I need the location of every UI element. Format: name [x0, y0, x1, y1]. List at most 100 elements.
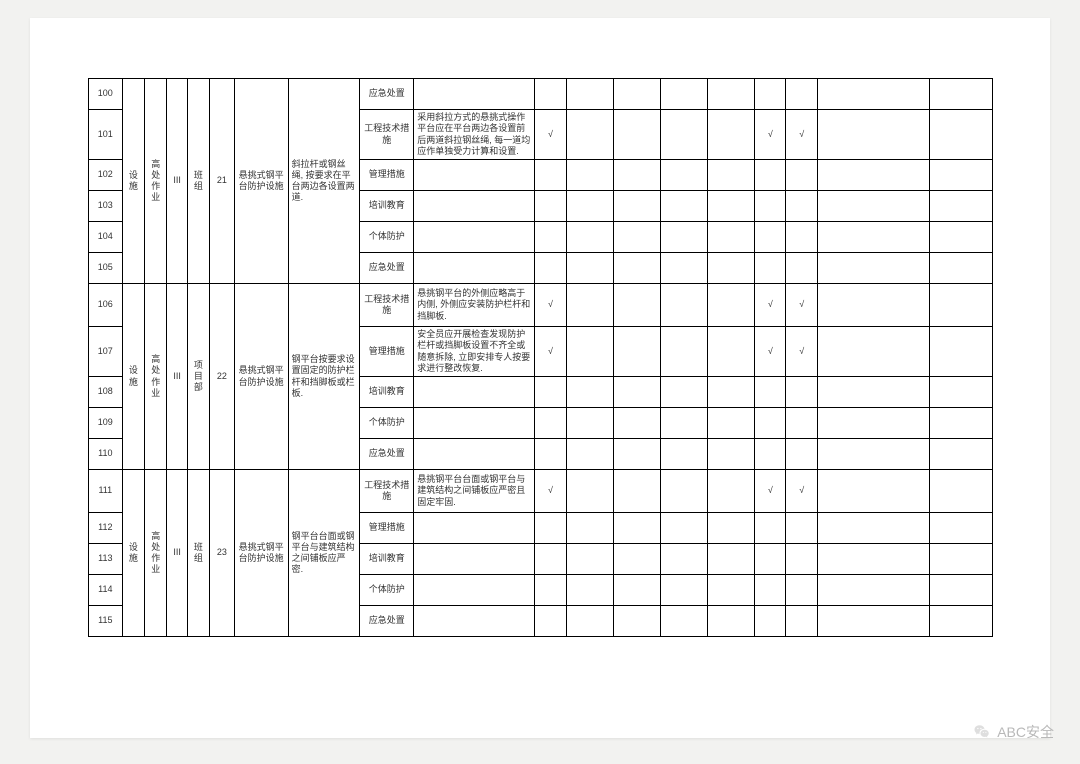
row-id: 101 — [89, 110, 123, 160]
cell — [930, 253, 993, 284]
cell — [660, 575, 707, 606]
chk — [755, 191, 786, 222]
wechat-icon — [973, 723, 991, 741]
chk — [535, 513, 566, 544]
cell — [613, 470, 660, 513]
cell — [930, 377, 993, 408]
measure-type: 个体防护 — [360, 222, 414, 253]
measure-type: 应急处置 — [360, 79, 414, 110]
cell — [660, 284, 707, 327]
chk — [535, 191, 566, 222]
measure-type: 培训教育 — [360, 377, 414, 408]
cell — [613, 439, 660, 470]
measure-desc: 安全员应开展检查发现防护栏杆或挡脚板设置不齐全或随意拆除, 立即安排专人按要求进… — [414, 327, 535, 377]
work: 高处作业 — [145, 470, 167, 637]
cell — [566, 408, 613, 439]
cell — [817, 191, 929, 222]
cell — [817, 222, 929, 253]
chk — [535, 79, 566, 110]
row-id: 113 — [89, 544, 123, 575]
cell — [660, 470, 707, 513]
cell — [708, 377, 755, 408]
cell — [930, 110, 993, 160]
table-row: 100 设施 高处作业 III 班组 21 悬挑式钢平台防护设施 斜拉杆或钢丝绳… — [89, 79, 993, 110]
cell — [930, 222, 993, 253]
chk — [535, 606, 566, 637]
measure-desc — [414, 253, 535, 284]
row-id: 107 — [89, 327, 123, 377]
cell — [817, 408, 929, 439]
cell — [613, 79, 660, 110]
cell — [613, 284, 660, 327]
cell — [566, 253, 613, 284]
cell — [817, 253, 929, 284]
measure-desc — [414, 544, 535, 575]
chk: √ — [755, 110, 786, 160]
cell — [708, 253, 755, 284]
chk: √ — [535, 470, 566, 513]
cell — [930, 284, 993, 327]
measure-desc — [414, 160, 535, 191]
row-id: 104 — [89, 222, 123, 253]
chk: √ — [786, 470, 817, 513]
table-row: 111 设施 高处作业 III 班组 23 悬挑式钢平台防护设施 钢平台台面或钢… — [89, 470, 993, 513]
chk — [535, 253, 566, 284]
cell — [566, 160, 613, 191]
chk — [786, 79, 817, 110]
cell — [930, 191, 993, 222]
chk — [755, 253, 786, 284]
cell — [817, 439, 929, 470]
chk — [755, 222, 786, 253]
cell — [566, 110, 613, 160]
chk: √ — [786, 284, 817, 327]
row-id: 112 — [89, 513, 123, 544]
measure-desc — [414, 439, 535, 470]
cell — [566, 575, 613, 606]
cell — [613, 222, 660, 253]
chk — [535, 160, 566, 191]
cell — [817, 284, 929, 327]
measure-desc — [414, 377, 535, 408]
chk — [535, 439, 566, 470]
cell — [708, 222, 755, 253]
measure-desc — [414, 408, 535, 439]
owner: 班组 — [187, 470, 209, 637]
row-id: 102 — [89, 160, 123, 191]
cell — [613, 575, 660, 606]
cell — [930, 470, 993, 513]
cell — [660, 160, 707, 191]
chk — [535, 377, 566, 408]
hazard-desc: 钢平台按要求设置固定的防护栏杆和挡脚板或栏板. — [288, 284, 360, 470]
level: III — [167, 284, 187, 470]
measure-type: 工程技术措施 — [360, 470, 414, 513]
cell — [817, 79, 929, 110]
row-id: 106 — [89, 284, 123, 327]
dept: 设施 — [122, 284, 144, 470]
cell — [817, 544, 929, 575]
chk — [786, 377, 817, 408]
chk — [755, 377, 786, 408]
cell — [817, 327, 929, 377]
cell — [930, 79, 993, 110]
measure-desc: 悬挑钢平台台面或钢平台与建筑结构之间铺板应严密且固定牢固. — [414, 470, 535, 513]
chk — [755, 544, 786, 575]
cell — [708, 606, 755, 637]
cell — [660, 377, 707, 408]
cell — [613, 544, 660, 575]
cell — [566, 544, 613, 575]
cell — [566, 470, 613, 513]
chk — [786, 191, 817, 222]
measure-type: 工程技术措施 — [360, 284, 414, 327]
chk: √ — [786, 327, 817, 377]
chk — [755, 408, 786, 439]
row-id: 111 — [89, 470, 123, 513]
cell — [930, 606, 993, 637]
chk — [535, 222, 566, 253]
measure-desc — [414, 79, 535, 110]
chk: √ — [755, 327, 786, 377]
cell — [817, 110, 929, 160]
level: III — [167, 470, 187, 637]
cell — [708, 160, 755, 191]
cell — [930, 327, 993, 377]
cell — [930, 439, 993, 470]
